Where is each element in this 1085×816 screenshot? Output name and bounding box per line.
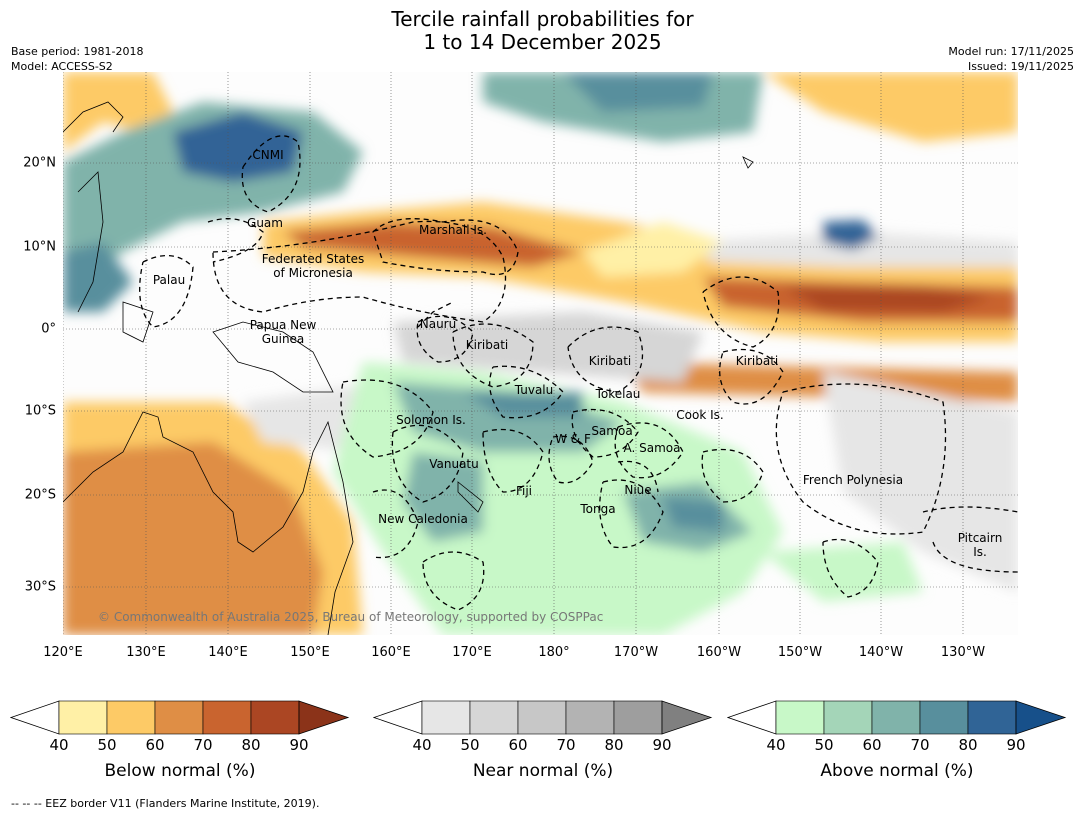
colorbar-segment — [250, 700, 300, 735]
model-run-text: Model run: 17/11/2025 — [948, 45, 1074, 58]
map-title-line-2: 1 to 14 December 2025 — [423, 30, 662, 54]
probability-map: CNMI Guam Marshall Is. Federated States of M… — [63, 72, 1018, 635]
colorbar-segment — [154, 700, 204, 735]
issued-date-text: Issued: 19/11/2025 — [967, 60, 1074, 73]
colorbar-tick-label: 40 — [49, 736, 69, 754]
colorbar-segment — [871, 700, 921, 735]
region-label: Federated States of Micronesia — [262, 252, 364, 280]
region-label: Tonga — [579, 502, 615, 516]
region-label: Samoa — [591, 424, 632, 438]
region-label: Solomon Is. — [396, 413, 466, 427]
colorbar-tick-label: 50 — [460, 736, 480, 754]
x-axis-tick-label: 180° — [538, 645, 570, 660]
region-label: Nauru — [420, 317, 456, 331]
region-label: Fiji — [516, 484, 532, 498]
colorbar-title: Above normal (%) — [820, 761, 974, 781]
colorbar-title: Near normal (%) — [472, 761, 614, 781]
x-axis-tick-label: 160°E — [371, 645, 411, 660]
region-label: French Polynesia — [803, 473, 903, 487]
x-axis-tick-label: 170°W — [613, 645, 659, 660]
x-axis-tick-label: 170°E — [452, 645, 492, 660]
colorbar-segment — [967, 700, 1017, 735]
eez-border-footnote: -- -- -- EEZ border V11 (Flanders Marine… — [11, 797, 320, 810]
x-axis-tick-label: 140°E — [208, 645, 248, 660]
region-label: CNMI — [252, 148, 283, 162]
colorbar-segment — [613, 700, 663, 735]
region-label: Marshall Is. — [419, 223, 487, 237]
colorbar-segment — [517, 700, 567, 735]
x-axis-tick-label: 150°W — [777, 645, 823, 660]
y-axis-tick-label: 10°S — [24, 403, 56, 419]
region-label: Niue — [624, 483, 651, 497]
region-label: Palau — [153, 273, 185, 287]
colorbar-tick-label: 90 — [1006, 736, 1026, 754]
colorbar-tick-label: 90 — [652, 736, 672, 754]
map-title-line-1: Tercile rainfall probabilities for — [391, 7, 694, 31]
colorbar-lower-extension — [727, 700, 777, 735]
region-label: Kiribati — [466, 338, 508, 352]
colorbar-upper-extension — [298, 700, 350, 735]
colorbar-segment — [58, 700, 108, 735]
region-label: A. Samoa — [624, 441, 681, 455]
x-axis-tick-label: 160°W — [696, 645, 742, 660]
y-axis-tick-label: 10°N — [23, 239, 56, 255]
region-label: Tokelau — [595, 387, 641, 401]
base-period-text: Base period: 1981-2018 — [11, 45, 144, 58]
colorbar-tick-label: 60 — [145, 736, 165, 754]
colorbar-lower-extension — [10, 700, 60, 735]
colorbar-near-normal — [373, 700, 713, 735]
colorbar-tick-label: 70 — [910, 736, 930, 754]
region-label: Kiribati — [736, 354, 778, 368]
colorbar-segment — [919, 700, 969, 735]
region-label: W & F — [555, 432, 591, 446]
colorbar-tick-label: 60 — [862, 736, 882, 754]
region-label: Guam — [247, 216, 283, 230]
y-axis-tick-label: 30°S — [24, 579, 56, 595]
region-label: Vanuatu — [429, 457, 479, 471]
model-name-text: Model: ACCESS-S2 — [11, 60, 113, 73]
colorbar-segment — [775, 700, 825, 735]
y-axis-tick-label: 20°N — [23, 155, 56, 171]
colorbar-upper-extension — [661, 700, 713, 735]
colorbar-tick-label: 50 — [97, 736, 117, 754]
region-label: New Caledonia — [378, 512, 468, 526]
x-axis-tick-label: 130°W — [940, 645, 986, 660]
probability-map-canvas: CNMI Guam Marshall Is. Federated States of M… — [63, 72, 1018, 635]
x-axis-tick-label: 130°E — [126, 645, 166, 660]
colorbar-tick-label: 40 — [766, 736, 786, 754]
colorbar-tick-label: 70 — [556, 736, 576, 754]
colorbar-tick-label: 60 — [508, 736, 528, 754]
colorbar-title: Below normal (%) — [104, 761, 256, 781]
x-axis-tick-label: 140°W — [858, 645, 904, 660]
colorbar-segment — [469, 700, 519, 735]
x-axis-tick-label: 120°E — [43, 645, 83, 660]
colorbar-tick-label: 90 — [289, 736, 309, 754]
colorbar-below-normal — [10, 700, 350, 735]
region-label: Tuvalu — [514, 383, 554, 397]
colorbar-tick-label: 80 — [604, 736, 624, 754]
colorbar-upper-extension — [1015, 700, 1067, 735]
y-axis-tick-label: 20°S — [24, 487, 56, 503]
copyright-notice: © Commonwealth of Australia 2025, Bureau… — [98, 610, 603, 624]
colorbar-segment — [565, 700, 615, 735]
y-axis-tick-label: 0° — [41, 321, 56, 337]
colorbar-segment — [106, 700, 156, 735]
region-label: Papua New Guinea — [250, 318, 317, 346]
colorbar-tick-label: 70 — [193, 736, 213, 754]
colorbar-tick-label: 80 — [241, 736, 261, 754]
colorbar-segment — [202, 700, 252, 735]
region-label: Pitcairn Is. — [958, 531, 1003, 559]
colorbar-tick-label: 40 — [412, 736, 432, 754]
colorbar-segment — [823, 700, 873, 735]
region-label: Kiribati — [589, 354, 631, 368]
colorbar-segment — [421, 700, 471, 735]
colorbar-lower-extension — [373, 700, 423, 735]
region-label: Cook Is. — [676, 408, 723, 422]
colorbar-above-normal — [727, 700, 1067, 735]
x-axis-tick-label: 150°E — [290, 645, 330, 660]
colorbar-tick-label: 50 — [814, 736, 834, 754]
colorbar-tick-label: 80 — [958, 736, 978, 754]
